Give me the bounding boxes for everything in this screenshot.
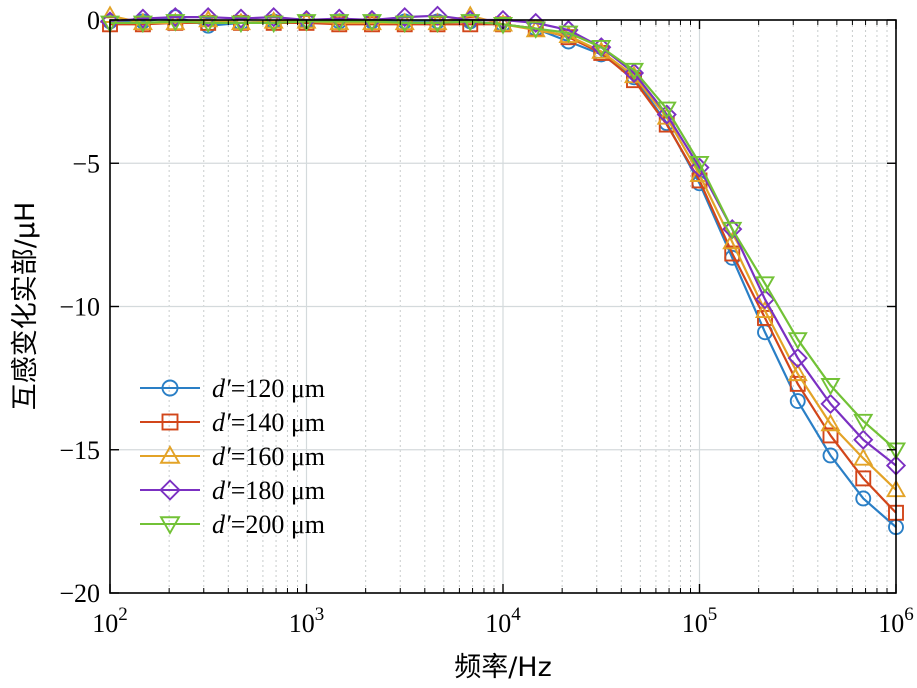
x-tick-label: 103 (289, 604, 325, 638)
data-point (855, 470, 872, 487)
legend-item: d′=140 μm (140, 408, 325, 437)
legend-label-value: =120 μm (231, 374, 325, 403)
legend-swatch-marker (161, 379, 179, 397)
legend-label-symbol: d′ (212, 476, 231, 505)
data-point (263, 7, 284, 28)
x-tick-label-exponent: 6 (904, 604, 914, 625)
x-tick-label-exponent: 5 (708, 604, 718, 625)
x-tick-label-base: 10 (92, 609, 118, 638)
data-point (853, 448, 874, 466)
legend-label-symbol: d′ (212, 510, 231, 539)
legend-label-symbol: d′ (212, 374, 231, 403)
data-point (230, 15, 252, 34)
ticks (109, 19, 897, 594)
data-point (853, 429, 874, 450)
x-tick-label: 106 (878, 604, 914, 638)
legend-item: d′=180 μm (140, 476, 325, 505)
x-tick-label-base: 10 (289, 609, 315, 638)
x-tick-label-exponent: 2 (118, 604, 128, 625)
data-point (787, 347, 808, 369)
data-point (820, 393, 841, 415)
x-tick-label: 102 (92, 604, 128, 638)
x-tick-label-base: 10 (485, 609, 511, 638)
data-point (296, 14, 317, 32)
y-tick-label: −10 (59, 293, 100, 322)
data-point (787, 332, 808, 350)
data-point (820, 413, 841, 432)
data-point (789, 393, 806, 409)
series-5 (99, 14, 907, 461)
data-point (623, 62, 645, 81)
data-point (656, 104, 677, 125)
legend-item: d′=200 μm (140, 510, 325, 539)
data-point (656, 101, 677, 120)
legend-label: d′=200 μm (212, 510, 325, 539)
legend-label: d′=140 μm (212, 408, 325, 437)
x-tick-label-exponent: 4 (511, 604, 521, 625)
legend-swatch-marker (159, 445, 181, 464)
legend-label-value: =180 μm (231, 476, 325, 505)
x-axis-label: 频率/Hz (454, 652, 552, 683)
x-tick-label-base: 10 (878, 609, 904, 638)
data-point (427, 5, 448, 26)
legend-label: d′=180 μm (212, 476, 325, 505)
legend-swatch-marker (161, 413, 179, 431)
data-point (822, 447, 839, 464)
legend-label-value: =200 μm (231, 510, 325, 539)
data-point (525, 21, 546, 39)
data-point (198, 7, 219, 28)
data-point (460, 14, 481, 32)
x-tick-label-exponent: 3 (315, 604, 325, 625)
data-point (427, 15, 448, 34)
legend-item: d′=120 μm (140, 374, 325, 403)
legend-swatch-marker (159, 516, 181, 535)
x-tick-label: 105 (682, 604, 718, 638)
data-point (754, 276, 776, 294)
legend-label-value: =140 μm (231, 408, 325, 437)
data-point (591, 39, 612, 58)
data-point (361, 14, 383, 32)
data-point (689, 157, 710, 178)
x-tick-label: 104 (485, 604, 521, 638)
data-point (722, 231, 743, 250)
y-tick-label: −15 (59, 436, 100, 465)
data-point (787, 363, 808, 382)
legend-item: d′=160 μm (140, 442, 325, 471)
legend-swatch-marker (159, 479, 181, 501)
data-point (492, 17, 514, 35)
legend-label-symbol: d′ (212, 442, 231, 471)
legend-label: d′=120 μm (212, 374, 325, 403)
data-point (820, 378, 841, 396)
legend-label-symbol: d′ (212, 408, 231, 437)
data-point (132, 15, 153, 34)
data-point (722, 221, 743, 240)
data-point (329, 14, 350, 32)
legend-label-value: =160 μm (231, 442, 325, 471)
data-point (394, 7, 415, 28)
data-point (855, 490, 872, 507)
y-tick-label: −5 (72, 149, 100, 178)
x-tick-label-base: 10 (682, 609, 708, 638)
data-point (99, 15, 121, 34)
data-point (263, 15, 284, 34)
data-point (822, 427, 839, 444)
data-point (754, 300, 776, 319)
data-point (165, 14, 186, 32)
legend: d′=120 μmd′=140 μmd′=160 μmd′=180 μmd′=2… (140, 374, 325, 539)
data-point (754, 289, 776, 310)
data-point (689, 155, 710, 174)
data-point (558, 25, 579, 44)
data-point (724, 245, 741, 262)
data-point (853, 413, 874, 432)
legend-label: d′=160 μm (212, 442, 325, 471)
y-axis-label: 互感变化实部/μH (10, 202, 41, 411)
y-tick-label: −20 (59, 579, 100, 608)
y-tick-label: 0 (87, 6, 100, 35)
